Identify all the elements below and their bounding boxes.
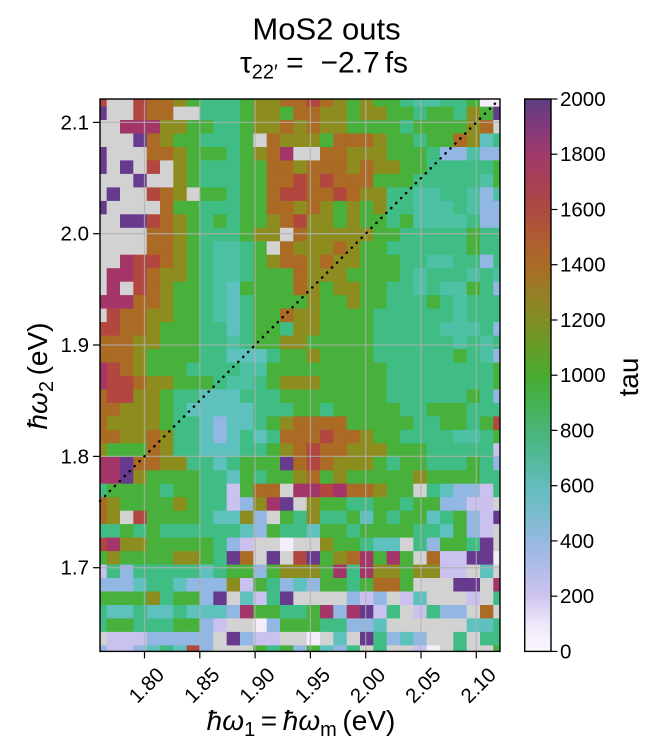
- svg-text:2000: 2000: [560, 88, 606, 111]
- svg-text:ħω1 = ħωm (eV): ħω1 = ħωm (eV): [207, 705, 396, 741]
- svg-text:400: 400: [560, 530, 594, 553]
- svg-text:1800: 1800: [560, 143, 606, 166]
- svg-text:tau: tau: [613, 358, 644, 397]
- svg-text:1200: 1200: [560, 309, 606, 332]
- svg-text:2.1: 2.1: [61, 111, 90, 134]
- svg-text:600: 600: [560, 475, 594, 498]
- svg-text:0: 0: [560, 640, 571, 663]
- svg-text:1000: 1000: [560, 364, 606, 387]
- svg-text:1400: 1400: [560, 254, 606, 277]
- svg-text:2.0: 2.0: [61, 223, 90, 246]
- svg-text:ħω2 (eV): ħω2 (eV): [22, 322, 58, 429]
- svg-text:1.8: 1.8: [61, 445, 90, 468]
- svg-text:1.9: 1.9: [61, 334, 90, 357]
- svg-text:200: 200: [560, 585, 594, 608]
- svg-text:1.7: 1.7: [61, 557, 90, 580]
- svg-text:800: 800: [560, 419, 594, 442]
- svg-text:1600: 1600: [560, 199, 606, 222]
- svg-text:MoS2 outs: MoS2 outs: [252, 12, 400, 47]
